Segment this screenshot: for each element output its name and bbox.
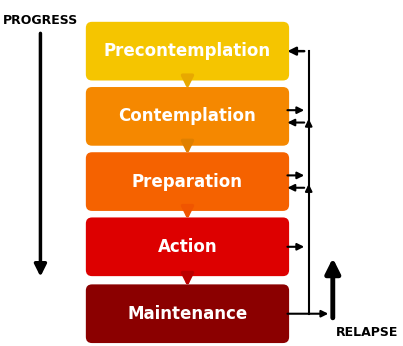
Text: RELAPSE: RELAPSE — [336, 326, 399, 339]
FancyBboxPatch shape — [86, 284, 289, 343]
FancyBboxPatch shape — [86, 152, 289, 211]
Text: Preparation: Preparation — [132, 173, 243, 191]
FancyBboxPatch shape — [86, 22, 289, 81]
Text: Precontemplation: Precontemplation — [104, 42, 271, 60]
FancyBboxPatch shape — [86, 217, 289, 276]
Text: Action: Action — [158, 238, 217, 256]
Text: Maintenance: Maintenance — [127, 305, 247, 323]
FancyBboxPatch shape — [86, 87, 289, 146]
Text: Contemplation: Contemplation — [118, 107, 256, 125]
Text: PROGRESS: PROGRESS — [3, 14, 78, 27]
